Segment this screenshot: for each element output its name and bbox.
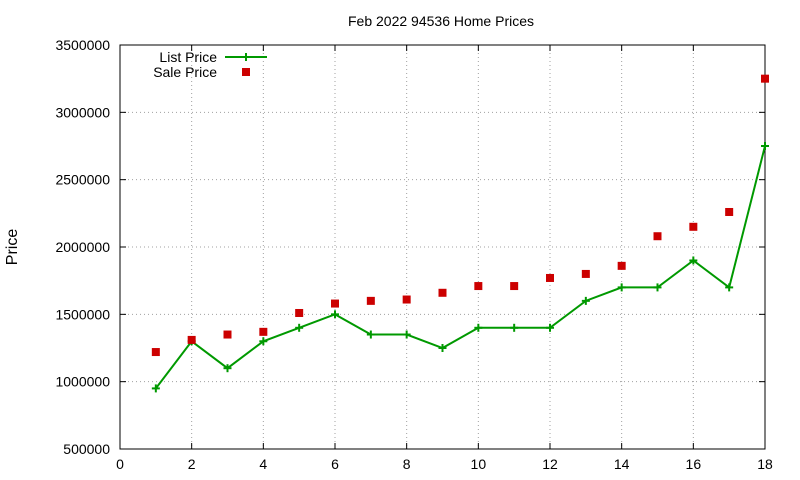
x-tick-label: 16	[686, 456, 702, 472]
x-tick-label: 18	[757, 456, 773, 472]
list-price-point	[402, 330, 411, 339]
x-tick-label: 8	[403, 456, 411, 472]
list-price-point	[725, 283, 734, 292]
x-tick-label: 12	[542, 456, 558, 472]
legend-label: Sale Price	[153, 64, 217, 80]
legend-label: List Price	[159, 49, 217, 65]
sale-price-point	[581, 269, 590, 278]
axes	[119, 44, 766, 450]
list-price-line	[155, 145, 766, 390]
sale-price-point	[295, 308, 304, 317]
list-price-point	[761, 142, 769, 150]
list-price-point	[689, 256, 698, 265]
chart-title: Feb 2022 94536 Home Prices	[348, 13, 534, 29]
data-series	[151, 74, 769, 393]
y-axis-label: Price	[4, 229, 21, 266]
tick-labels: 0 2 4 6 8 10 12 14 16 18 500000 1000000 1500000 20000…	[55, 37, 773, 472]
y-tick-label: 500000	[63, 441, 110, 457]
list-price-point	[151, 384, 160, 393]
y-tick-label: 1500000	[55, 306, 110, 322]
list-price-point	[438, 344, 447, 352]
x-tick-label: 2	[188, 456, 196, 472]
list-price-point	[510, 323, 519, 332]
y-tick-label: 2500000	[55, 172, 110, 188]
sale-price-point	[438, 288, 447, 297]
legend-swatch-square	[242, 68, 250, 76]
sale-price-point	[725, 207, 734, 216]
x-tick-label: 14	[614, 456, 630, 472]
sale-price-point	[546, 273, 554, 282]
grid-lines	[120, 45, 765, 449]
sale-price-point	[259, 327, 268, 336]
sale-price-point	[761, 74, 769, 83]
x-tick-label: 0	[116, 456, 124, 472]
list-price-point	[653, 283, 662, 292]
sale-price-point	[474, 282, 483, 291]
x-tick-label: 10	[471, 456, 487, 472]
sale-price-point	[187, 335, 196, 344]
list-price-point	[474, 323, 483, 332]
sale-price-point	[510, 282, 519, 291]
sale-price-point	[223, 330, 232, 339]
list-price-point	[546, 323, 554, 332]
sale-price-point	[617, 261, 626, 270]
list-price-point	[581, 296, 590, 305]
y-tick-label: 2000000	[55, 239, 110, 255]
y-tick-label: 3500000	[55, 37, 110, 53]
sale-price-point	[151, 348, 160, 357]
y-tick-label: 1000000	[55, 374, 110, 390]
sale-price-point	[402, 295, 411, 304]
legend-swatch-marker	[242, 53, 250, 61]
sale-price-point	[689, 222, 698, 231]
y-tick-label: 3000000	[55, 104, 110, 120]
x-tick-label: 4	[259, 456, 267, 472]
sale-price-point	[653, 232, 662, 241]
sale-price-point	[331, 299, 339, 308]
list-price-point	[259, 337, 268, 346]
list-price-point	[223, 364, 232, 373]
list-price-point	[295, 323, 304, 332]
x-tick-label: 6	[331, 456, 339, 472]
list-price-point	[617, 283, 626, 292]
list-price-point	[366, 330, 375, 339]
sale-price-point	[366, 296, 375, 305]
list-price-point	[331, 310, 339, 319]
